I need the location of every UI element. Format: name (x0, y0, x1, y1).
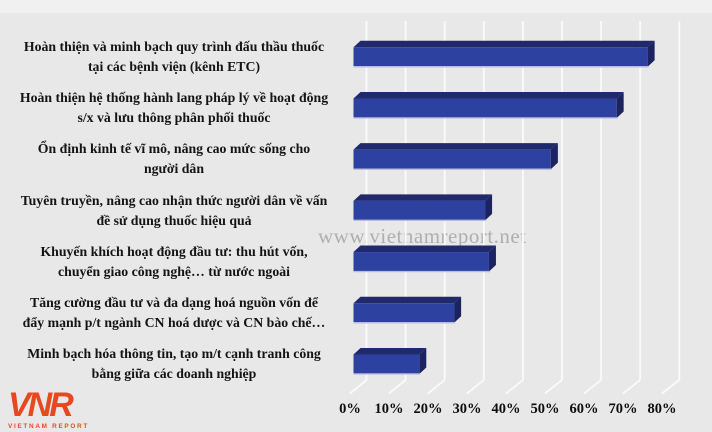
bar-front-face (353, 149, 551, 170)
category-label: Khuyến khích hoạt động đầu tư: thu hút v… (0, 242, 348, 282)
logo-monogram: VNR (8, 386, 74, 424)
gridline-floor (661, 379, 680, 395)
bar-top-face (353, 91, 624, 99)
category-label-line: đẩy mạnh p/t ngành CN hoá dược và CN bào… (22, 315, 326, 330)
bar-side-face (454, 296, 462, 323)
category-label-line: chuyển giao công nghệ… từ nước ngoài (58, 263, 290, 279)
bar-side-face (488, 245, 496, 272)
x-axis-tick-label: 40% (491, 401, 521, 417)
x-axis-tick-label: 50% (530, 401, 560, 417)
watermark: www.vietnamreport.net (318, 224, 527, 248)
bar-top-face (353, 296, 462, 304)
category-label-line: s/x và lưu thông phân phối thuốc (77, 110, 271, 126)
category-label: Minh bạch hóa thông tin, tạo m/t cạnh tr… (0, 344, 348, 384)
category-label-line: tại các bệnh viện (kênh ETC) (87, 59, 261, 74)
bar-side-face (485, 194, 493, 221)
bar-side-face (550, 143, 558, 170)
category-label-line: đề sử dụng thuốc hiệu quả (96, 212, 252, 228)
bar-side-face (616, 91, 624, 118)
bar-top-face (353, 245, 496, 253)
category-label-line: người dân (143, 161, 205, 177)
gridline-floor (505, 379, 524, 395)
x-axis-tick-label: 30% (452, 401, 482, 417)
category-label-line: Hoàn thiện hệ thống hành lang pháp lý về… (19, 90, 329, 106)
gridline-floor (349, 379, 368, 395)
logo-caption: VIETNAM REPORT (8, 423, 89, 430)
gridline-floor (544, 379, 563, 395)
bar-row (353, 91, 624, 119)
x-axis-tick-label: 10% (374, 401, 404, 417)
bar-row (353, 40, 655, 68)
category-label-line: Ổn định kinh tế vĩ mô, nâng cao mức sống… (37, 141, 311, 157)
bar-front-face (353, 200, 486, 221)
gridline-floor (583, 379, 602, 395)
bar-top-face (353, 194, 493, 201)
bar-front-face (353, 98, 617, 118)
bar-top-face (353, 143, 558, 150)
gridline-floor (466, 379, 485, 395)
category-label: Tuyên truyền, nâng cao nhận thức người d… (0, 191, 348, 231)
x-axis-tick-label: 80% (647, 401, 677, 417)
category-label-line: Hoàn thiện và minh bạch quy trình đấu th… (23, 39, 325, 54)
bar-row (353, 194, 493, 222)
x-axis-tick-label: 20% (413, 401, 443, 417)
bar-front-face (353, 354, 420, 374)
bar-top-face (353, 40, 655, 48)
category-label: Tăng cường đầu tư và đa dạng hoá nguồn v… (0, 293, 348, 333)
bar-top-face (353, 347, 427, 355)
gridline-floor (622, 379, 641, 395)
bar-row (353, 347, 427, 375)
bar-row (353, 296, 462, 324)
bar-row (353, 245, 496, 273)
x-axis-tick-label: 0% (339, 401, 361, 417)
background-top-band (0, 0, 712, 13)
gridline-floor (388, 379, 407, 395)
gridline-floor (427, 379, 446, 395)
category-label-line: Minh bạch hóa thông tin, tạo m/t cạnh tr… (27, 346, 321, 362)
x-axis-tick-label: 60% (569, 401, 599, 417)
category-label-line: Khuyến khích hoạt động đầu tư: thu hút v… (40, 243, 308, 259)
category-label: Hoàn thiện hệ thống hành lang pháp lý về… (0, 88, 348, 128)
category-label: Hoàn thiện và minh bạch quy trình đấu th… (0, 37, 348, 77)
category-label: Ổn định kinh tế vĩ mô, nâng cao mức sống… (0, 139, 348, 179)
bar-side-face (419, 347, 427, 374)
bar-front-face (353, 252, 489, 272)
bar-front-face (353, 303, 455, 323)
bar-front-face (353, 47, 648, 67)
bar-side-face (647, 40, 655, 67)
vnr-logo: VNR VIETNAM REPORT (8, 386, 89, 430)
x-axis-tick-label: 70% (608, 401, 638, 417)
category-label-line: Tăng cường đầu tư và đa dạng hoá nguồn v… (30, 295, 318, 310)
category-label-line: bằng giữa các doanh nghiệp (91, 366, 257, 382)
category-label-line: Tuyên truyền, nâng cao nhận thức người d… (20, 192, 328, 208)
bar-row (353, 143, 558, 170)
